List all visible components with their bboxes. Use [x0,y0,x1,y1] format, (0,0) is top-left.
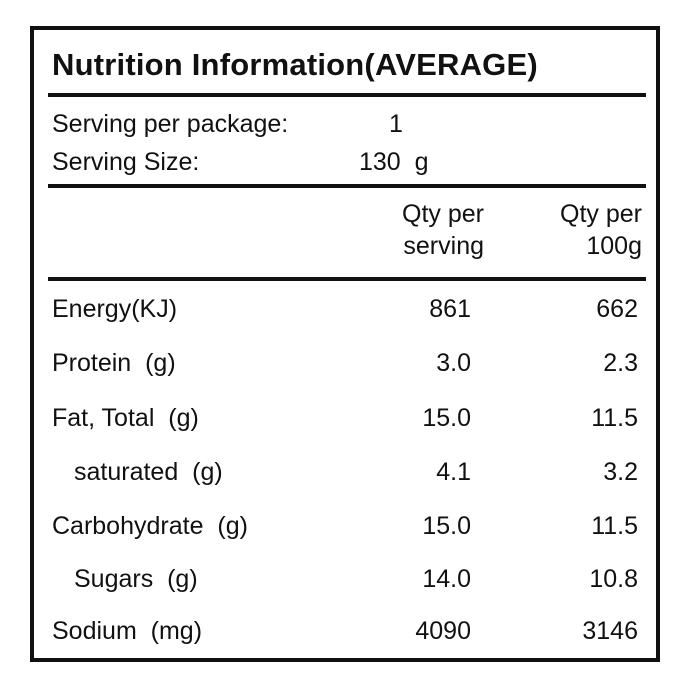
nutrient-per-100g: 11.5 [591,512,638,540]
nutrient-per-100g: 662 [596,295,638,323]
column-header-per-100g-line1: Qty per [560,200,642,228]
nutrient-label: Fat, Total (g) [52,404,199,432]
nutrient-label: Sodium (mg) [52,617,203,645]
nutrient-per-serving: 15.0 [422,512,471,540]
nutrient-per-100g: 11.5 [591,404,638,432]
column-header-per-serving-line1: Qty per [402,200,484,228]
nutrient-per-100g: 3.2 [603,458,638,486]
nutrient-per-serving: 3.0 [436,349,471,377]
header-divider [48,277,646,281]
nutrient-per-100g: 3146 [582,617,638,645]
nutrient-per-serving: 4.1 [436,458,471,486]
panel-title: Nutrition Information(AVERAGE) [52,47,538,82]
nutrient-per-100g: 10.8 [589,565,638,593]
nutrient-per-serving: 861 [429,295,471,323]
column-header-per-serving-line2: serving [403,232,484,260]
nutrient-label: Energy(KJ) [52,295,178,323]
nutrient-label: Sugars (g) [74,565,198,593]
nutrient-label: Protein (g) [52,349,176,377]
column-header-per-serving: Qty per serving [402,198,484,262]
serving-divider [48,184,646,188]
column-header-per-100g: Qty per 100g [560,198,642,262]
nutrition-panel: Nutrition Information(AVERAGE) Serving p… [30,26,660,662]
serving-size-label: Serving Size: [52,148,200,176]
serving-size-value: 130 g [359,148,429,176]
serving-per-package-value: 1 [389,110,403,138]
nutrient-per-serving: 15.0 [422,404,471,432]
nutrient-per-serving: 14.0 [422,565,471,593]
column-header-per-100g-line2: 100g [586,232,642,260]
nutrient-label: Carbohydrate (g) [52,512,248,540]
nutrient-label: saturated (g) [74,458,223,486]
serving-per-package-label: Serving per package: [52,110,289,138]
nutrient-per-serving: 4090 [415,617,471,645]
nutrient-per-100g: 2.3 [603,349,638,377]
title-divider [48,93,646,97]
